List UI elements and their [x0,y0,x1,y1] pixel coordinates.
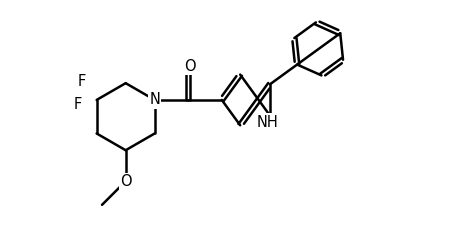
Text: O: O [120,174,132,189]
Text: N: N [149,92,160,107]
Text: F: F [73,97,81,112]
Text: F: F [78,74,86,89]
Text: O: O [184,59,195,74]
Text: NH: NH [257,114,279,129]
